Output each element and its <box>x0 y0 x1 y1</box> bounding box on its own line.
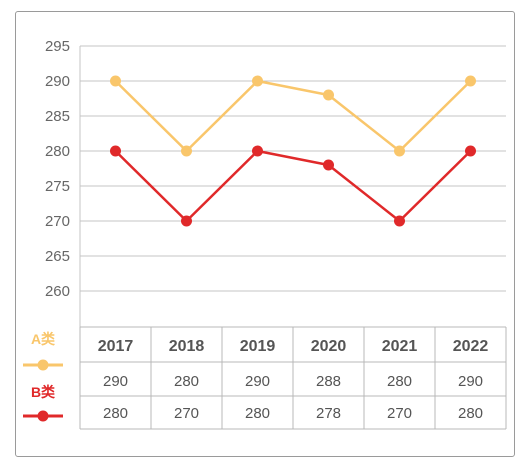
series-line <box>114 149 472 223</box>
y-tick-label: 285 <box>45 108 70 125</box>
y-tick-label: 275 <box>45 178 70 195</box>
data-point <box>323 159 334 171</box>
y-tick-label: 280 <box>45 143 70 160</box>
table-value-cell: 288 <box>316 373 341 390</box>
table-value-cell: 280 <box>103 405 128 422</box>
data-point <box>465 75 476 87</box>
data-point <box>465 145 476 157</box>
data-point <box>323 89 334 101</box>
legend: A类 B类 <box>23 331 63 422</box>
x-category-label: 2019 <box>240 338 276 355</box>
legend-label: B类 <box>31 384 56 400</box>
table-value-cell: 280 <box>458 405 483 422</box>
x-category-label: 2021 <box>382 338 418 355</box>
series-line <box>114 79 472 153</box>
data-table: 2017 2018 2019 2020 2021 2022 290 280 290 288 280 2… <box>79 326 507 430</box>
y-axis-ticks: 295 290 285 280 275 270 265 260 <box>45 38 70 300</box>
x-category-label: 2017 <box>98 338 134 355</box>
legend-marker <box>37 359 49 371</box>
x-category-label: 2020 <box>311 338 347 355</box>
table-value-cell: 270 <box>174 405 199 422</box>
x-category-label: 2018 <box>169 338 205 355</box>
series-lines <box>114 79 472 223</box>
legend-label: A类 <box>31 331 56 347</box>
y-tick-label: 260 <box>45 283 70 300</box>
data-point <box>181 215 192 227</box>
series-points <box>110 75 476 227</box>
table-value-cell: 280 <box>245 405 270 422</box>
data-point <box>394 215 405 227</box>
y-tick-label: 295 <box>45 38 70 55</box>
y-tick-label: 270 <box>45 213 70 230</box>
data-point <box>394 145 405 157</box>
table-value-cell: 290 <box>458 373 483 390</box>
y-tick-label: 290 <box>45 73 70 90</box>
table-value-cell: 280 <box>174 373 199 390</box>
data-point <box>181 145 192 157</box>
data-point <box>110 75 121 87</box>
table-value-cell: 270 <box>387 405 412 422</box>
table-value-cell: 280 <box>387 373 412 390</box>
y-tick-label: 265 <box>45 248 70 265</box>
legend-marker <box>37 410 49 422</box>
data-point <box>252 145 263 157</box>
table-value-cell: 278 <box>316 405 341 422</box>
table-value-cell: 290 <box>103 373 128 390</box>
chart-frame <box>15 11 515 457</box>
x-category-label: 2022 <box>453 338 489 355</box>
data-point <box>110 145 121 157</box>
table-value-cell: 290 <box>245 373 270 390</box>
data-point <box>252 75 263 87</box>
